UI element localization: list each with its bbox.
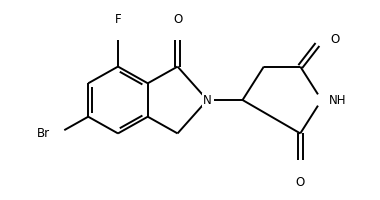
Text: N: N [203,94,212,106]
Text: NH: NH [329,94,347,106]
Text: F: F [115,13,121,26]
Text: O: O [331,33,340,46]
Text: O: O [296,176,305,189]
Text: O: O [173,13,182,26]
Text: Br: Br [36,127,50,140]
